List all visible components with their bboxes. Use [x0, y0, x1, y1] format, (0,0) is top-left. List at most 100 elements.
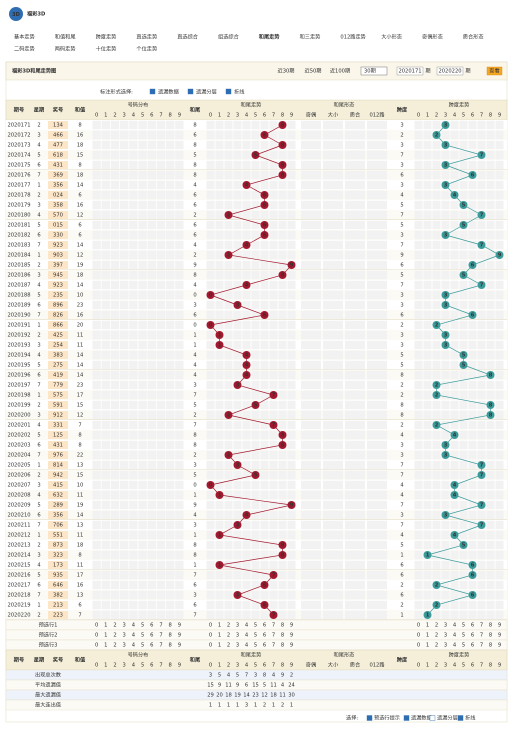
preview-digit[interactable]: 6 [150, 623, 153, 629]
preview-digit[interactable]: 9 [178, 633, 181, 639]
preview-digit[interactable]: 9 [498, 643, 501, 649]
preview-digit[interactable]: 7 [272, 623, 275, 629]
nav-link[interactable]: 二码走势 [14, 45, 35, 53]
preview-digit[interactable]: 2 [435, 633, 438, 639]
preview-digit[interactable]: 5 [254, 643, 257, 649]
checkbox-label[interactable]: 遗漏分层 [437, 714, 458, 722]
preview-digit[interactable]: 0 [417, 623, 420, 629]
preview-digit[interactable]: 4 [132, 633, 136, 639]
preview-digit[interactable]: 1 [104, 633, 107, 639]
preview-digit[interactable]: 7 [159, 643, 162, 649]
input-from-value[interactable]: 2020171 [398, 69, 421, 75]
preview-digit[interactable]: 6 [150, 643, 153, 649]
nav-link[interactable]: 奇偶形态 [422, 33, 443, 41]
preview-digit[interactable]: 5 [254, 633, 257, 639]
nav-link[interactable]: 和三走势 [300, 33, 321, 41]
nav-link[interactable]: 基本走势 [14, 33, 35, 41]
preview-digit[interactable]: 3 [123, 623, 126, 629]
preview-digit[interactable]: 7 [159, 633, 162, 639]
nav-link[interactable]: 两码走势 [55, 45, 76, 53]
nav-link[interactable]: 直选走势 [136, 33, 157, 41]
nav-link[interactable]: 大小形态 [381, 33, 402, 41]
preview-digit[interactable]: 9 [178, 623, 181, 629]
preview-digit[interactable]: 2 [113, 643, 116, 649]
preview-digit[interactable]: 0 [95, 633, 98, 639]
select-value[interactable]: 30期 [364, 68, 376, 75]
preview-digit[interactable]: 0 [417, 643, 420, 649]
preview-digit[interactable]: 4 [245, 623, 249, 629]
preview-digit[interactable]: 2 [227, 643, 230, 649]
preview-digit[interactable]: 2 [435, 643, 438, 649]
preview-digit[interactable]: 2 [113, 633, 116, 639]
range-link[interactable]: 近30期 [278, 67, 295, 75]
preview-digit[interactable]: 6 [150, 633, 153, 639]
preview-digit[interactable]: 7 [480, 643, 483, 649]
preview-digit[interactable]: 8 [169, 623, 172, 629]
preview-digit[interactable]: 1 [104, 643, 107, 649]
preview-digit[interactable]: 8 [489, 643, 492, 649]
preview-digit[interactable]: 2 [227, 623, 230, 629]
checkbox-label[interactable]: 遗漏数据 [158, 88, 179, 96]
preview-digit[interactable]: 0 [417, 633, 420, 639]
preview-digit[interactable]: 6 [471, 623, 474, 629]
preview-digit[interactable]: 4 [245, 643, 249, 649]
preview-digit[interactable]: 9 [498, 623, 501, 629]
range-link[interactable]: 近100期 [330, 67, 350, 75]
preview-digit[interactable]: 6 [471, 633, 474, 639]
preview-digit[interactable]: 1 [218, 633, 221, 639]
nav-link[interactable]: 012路走势 [340, 33, 365, 41]
preview-digit[interactable]: 8 [169, 633, 172, 639]
preview-digit[interactable]: 2 [227, 633, 230, 639]
button-label[interactable]: 查看 [489, 67, 499, 75]
preview-digit[interactable]: 1 [104, 623, 107, 629]
nav-link[interactable]: 和值和尾 [55, 33, 76, 41]
range-link[interactable]: 近50期 [305, 67, 322, 75]
preview-digit[interactable]: 8 [489, 633, 492, 639]
preview-digit[interactable]: 7 [272, 633, 275, 639]
preview-digit[interactable]: 5 [462, 643, 465, 649]
preview-digit[interactable]: 1 [426, 623, 429, 629]
preview-digit[interactable]: 7 [272, 643, 275, 649]
preview-digit[interactable]: 4 [245, 633, 249, 639]
preview-digit[interactable]: 4 [132, 623, 136, 629]
preview-digit[interactable]: 3 [236, 623, 239, 629]
nav-link[interactable]: 质合形态 [463, 33, 484, 41]
preview-digit[interactable]: 6 [263, 633, 266, 639]
preview-digit[interactable]: 9 [290, 623, 293, 629]
input-to-value[interactable]: 2020220 [438, 69, 461, 75]
preview-digit[interactable]: 3 [123, 633, 126, 639]
preview-digit[interactable]: 9 [290, 633, 293, 639]
nav-link[interactable]: 直选综合 [177, 33, 199, 41]
preview-digit[interactable]: 1 [426, 633, 429, 639]
preview-digit[interactable]: 2 [435, 623, 438, 629]
preview-digit[interactable]: 9 [290, 643, 293, 649]
preview-digit[interactable]: 4 [453, 633, 457, 639]
preview-digit[interactable]: 0 [209, 623, 212, 629]
preview-digit[interactable]: 7 [480, 633, 483, 639]
preview-digit[interactable]: 4 [453, 643, 457, 649]
preview-digit[interactable]: 1 [426, 643, 429, 649]
preview-digit[interactable]: 3 [236, 633, 239, 639]
preview-digit[interactable]: 3 [444, 623, 447, 629]
preview-digit[interactable]: 5 [254, 623, 257, 629]
preview-digit[interactable]: 3 [444, 633, 447, 639]
preview-digit[interactable]: 1 [218, 643, 221, 649]
nav-link[interactable]: 个位走势 [136, 45, 157, 53]
preview-digit[interactable]: 0 [95, 643, 98, 649]
preview-digit[interactable]: 2 [113, 623, 116, 629]
nav-link[interactable]: 跨度走势 [96, 33, 117, 41]
checkbox-label[interactable]: 遗漏数据 [411, 714, 432, 722]
preview-digit[interactable]: 7 [480, 623, 483, 629]
preview-digit[interactable]: 5 [141, 633, 144, 639]
preview-digit[interactable]: 1 [218, 623, 221, 629]
nav-link[interactable]: 组选综合 [218, 33, 240, 41]
preview-digit[interactable]: 5 [462, 633, 465, 639]
preview-digit[interactable]: 4 [132, 643, 136, 649]
preview-digit[interactable]: 3 [444, 643, 447, 649]
preview-digit[interactable]: 5 [462, 623, 465, 629]
preview-digit[interactable]: 9 [178, 643, 181, 649]
checkbox-label[interactable]: 折线 [465, 714, 475, 722]
preview-digit[interactable]: 8 [169, 643, 172, 649]
preview-digit[interactable]: 0 [209, 643, 212, 649]
checkbox-label[interactable]: 预选行提示 [374, 714, 400, 722]
